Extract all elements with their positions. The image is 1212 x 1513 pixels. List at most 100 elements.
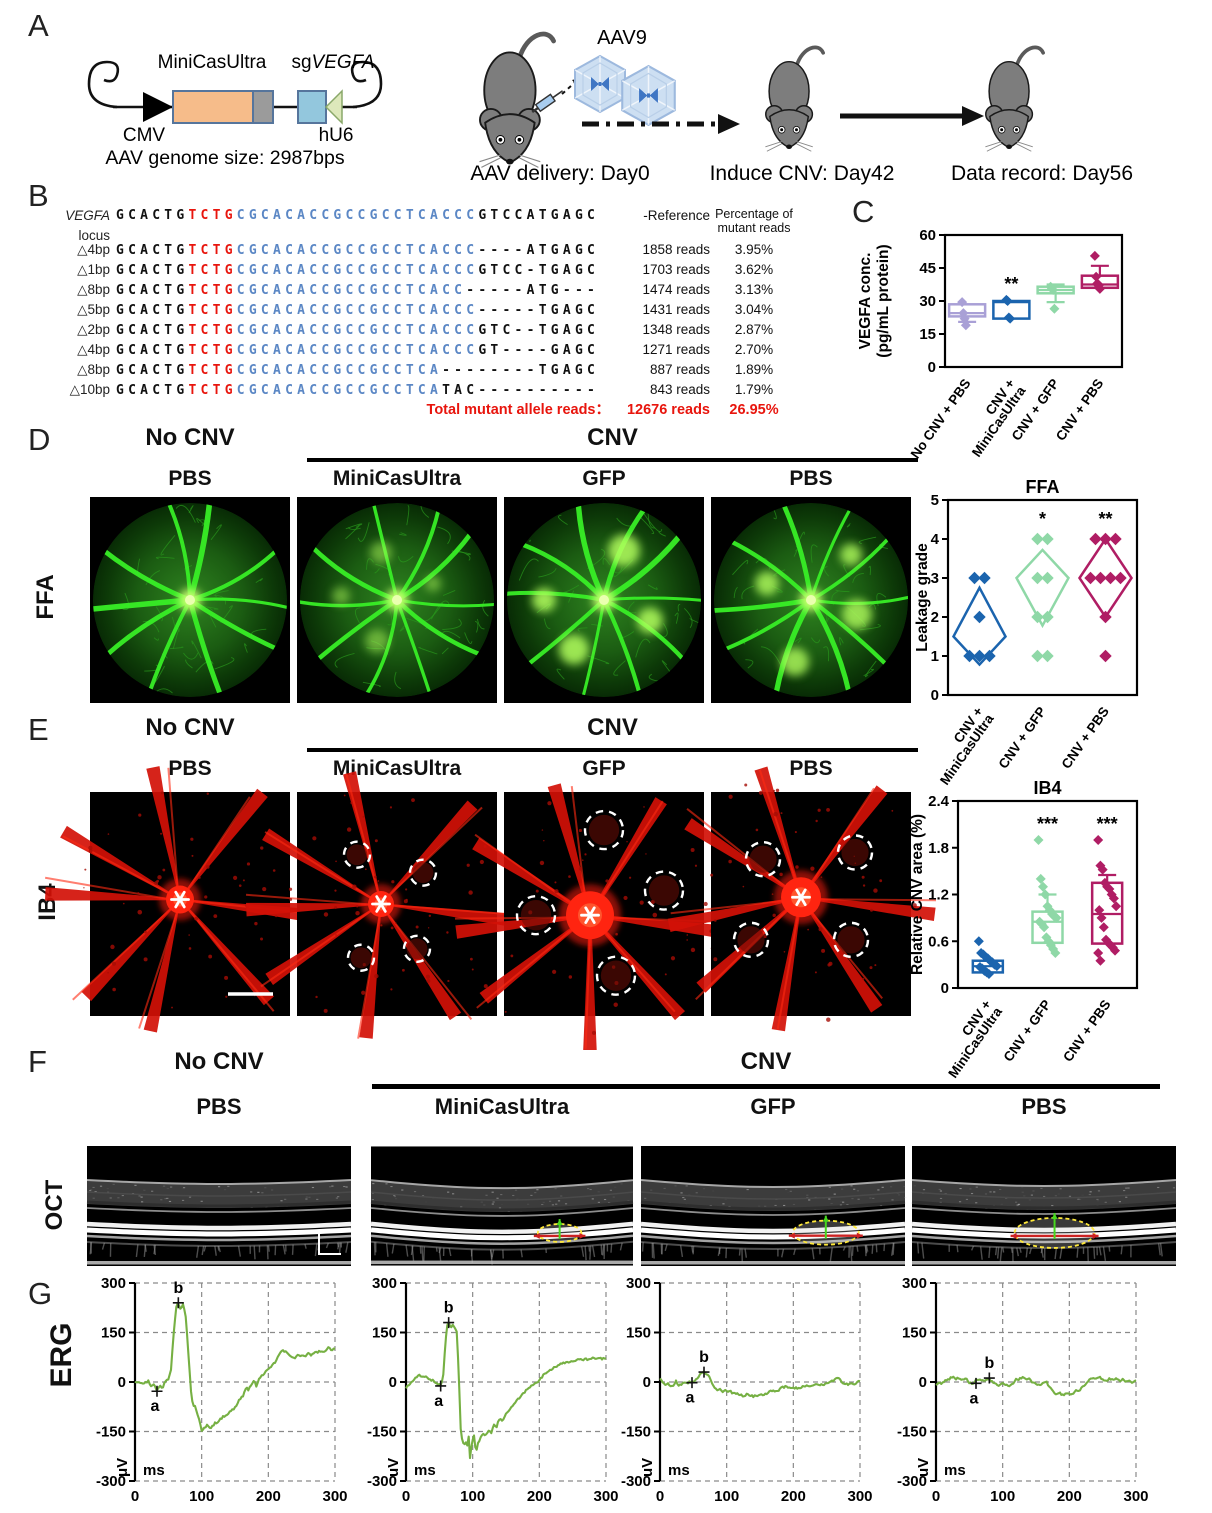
read-count: 1474 reads <box>642 282 710 297</box>
data-point <box>1095 955 1106 966</box>
fundus-circle <box>714 503 908 697</box>
aav9-label: AAV9 <box>597 27 647 49</box>
dash-dot-arrowhead <box>718 114 740 134</box>
read-percentage: 3.04% <box>734 302 774 317</box>
mutant-row: △2bp GCACTGTCTGCGCACACCGCCGCCTCACCCGTC--T… <box>34 320 834 340</box>
col-label-pbs-f-2: PBS <box>1021 1094 1067 1119</box>
read-count: 1348 reads <box>642 322 710 337</box>
leakage-spot <box>365 629 389 654</box>
minicasultra-gene-box <box>172 90 254 124</box>
scale-bar <box>318 1232 341 1255</box>
data-point <box>1104 571 1117 585</box>
ffa-fundus-image-gfp <box>504 497 704 703</box>
leakage-spot <box>781 647 809 676</box>
data-point <box>983 968 994 979</box>
x-tick-label: 100 <box>189 1488 214 1505</box>
data-point <box>1091 271 1102 282</box>
x-tick-label: 0 <box>932 1488 940 1505</box>
solid-arrowhead <box>962 106 984 126</box>
wave-letter: b <box>984 1355 994 1372</box>
asterisk-marker <box>170 890 190 909</box>
retinal-layers <box>86 1179 352 1260</box>
data-point <box>1041 649 1054 663</box>
sequence: GCACTGTCTGCGCACACCGCCGCCTCACCC-----TGAGC <box>116 303 600 318</box>
wave-marker <box>686 1377 698 1389</box>
oct-scan-pbs <box>86 1146 352 1266</box>
chart-title: FFA <box>1026 477 1060 497</box>
group-header-no-cnv-f: No CNV <box>174 1048 264 1075</box>
cnv-lesion-dashed-circle <box>583 809 625 851</box>
y-tick-label: 150 <box>372 1325 397 1342</box>
data-point <box>1099 610 1112 624</box>
data-point <box>1089 532 1102 546</box>
mutant-reads-table: VEGFA locus GCACTGTCTGCGCACACCGCCGCCTCACCC… <box>34 206 834 420</box>
y-tick-label: 300 <box>626 1275 651 1292</box>
y-tick-label: 60 <box>919 227 936 244</box>
data-point <box>1048 285 1059 295</box>
erg-trace <box>134 1302 336 1432</box>
row-label-ffa: FFA <box>32 574 59 620</box>
sgrna-box <box>297 90 327 124</box>
cnv-lesion-dashed-circle <box>402 934 432 964</box>
cnv-lesion-dashed-circle <box>408 858 438 887</box>
group-header-no-cnv-e: No CNV <box>145 714 235 741</box>
cmv-label: CMV <box>123 125 166 146</box>
significance-stars: *** <box>1097 814 1118 834</box>
arrowhead-right <box>856 1232 863 1239</box>
cnv-underline <box>307 458 918 462</box>
deletion-label: △1bp <box>77 262 110 277</box>
y-unit-label: μV <box>114 1458 131 1477</box>
x-tick-label: 300 <box>322 1488 347 1505</box>
leakage-spot <box>842 599 872 630</box>
data-point <box>1098 922 1109 933</box>
data-point <box>1096 912 1107 923</box>
y-tick-label: 30 <box>919 293 936 310</box>
y-unit-label: uV <box>915 1458 932 1477</box>
y-unit-label: uV <box>639 1458 656 1477</box>
reference-row: VEGFA locus GCACTGTCTGCGCACACCGCCGCCTCACCC… <box>34 206 834 243</box>
data-point <box>957 297 968 308</box>
significance-stars: * <box>1039 509 1046 529</box>
y-tick-label: -150 <box>367 1424 397 1441</box>
y-tick-label: 0 <box>931 687 939 704</box>
row-label-erg: ERG <box>45 1322 78 1388</box>
fundus-circle <box>93 503 287 697</box>
data-point <box>1041 932 1052 943</box>
data-point <box>1031 649 1044 663</box>
col-label-gfp: GFP <box>582 467 626 490</box>
cnv-lesion-fill <box>346 844 368 866</box>
x-tick-label: 100 <box>990 1488 1015 1505</box>
scan-position-bar <box>371 1260 633 1265</box>
total-label: Total mutant allele reads： <box>426 402 610 418</box>
panel-label-f: F <box>28 1044 47 1079</box>
data-point <box>1031 610 1044 624</box>
sgrna-label: sgVEGFA <box>291 52 374 73</box>
data-point <box>1041 571 1054 585</box>
total-row: Total mutant allele reads： 12676 reads 26.… <box>34 400 834 420</box>
read-count: 887 reads <box>649 362 710 377</box>
cnv-lesion-fill <box>406 938 428 960</box>
oct-scan-minicasultra <box>370 1146 634 1266</box>
col-label-pbs-e: PBS <box>168 757 212 780</box>
panel-label-a: A <box>28 8 49 43</box>
y-tick-label: 5 <box>931 492 939 509</box>
significance-stars: *** <box>1037 814 1058 834</box>
y-tick-label: -300 <box>367 1473 397 1490</box>
x-unit-label: ms <box>944 1462 966 1479</box>
read-count: 1431 reads <box>642 302 710 317</box>
x-tick-label: 200 <box>781 1488 806 1505</box>
y-tick-label: 0 <box>941 980 949 997</box>
y-tick-label: 0 <box>643 1374 651 1391</box>
wave-marker <box>970 1377 982 1389</box>
x-tick-label: 300 <box>1123 1488 1148 1505</box>
syringe-icon <box>531 90 564 113</box>
y-tick-label: -300 <box>897 1473 927 1490</box>
group-header-no-cnv: No CNV <box>145 424 235 451</box>
cnv-underline-e <box>307 748 918 752</box>
significance-stars: ** <box>1004 274 1018 294</box>
scan-position-bar <box>641 1261 905 1265</box>
data-point <box>1109 532 1122 546</box>
wave-letter: a <box>151 1398 160 1415</box>
x-unit-label: ms <box>143 1462 165 1479</box>
